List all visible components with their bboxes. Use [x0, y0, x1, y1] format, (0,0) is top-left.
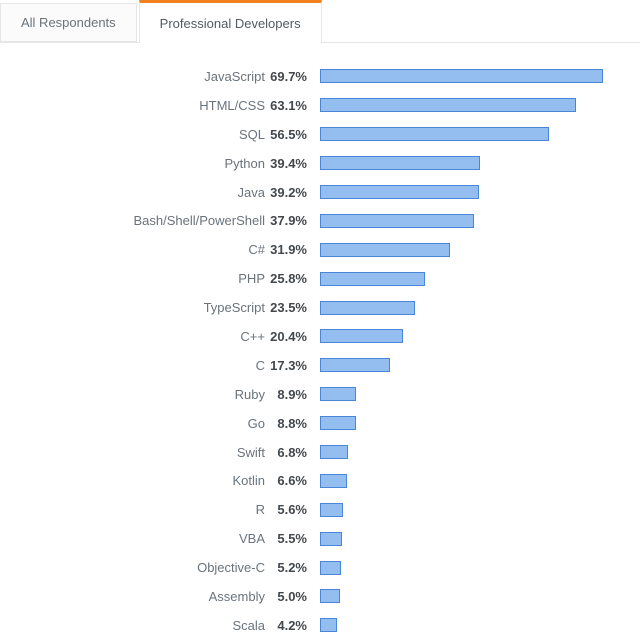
bar: [320, 69, 603, 84]
chart-row: VBA 5.5%: [0, 524, 640, 553]
value-label: 69.7%: [270, 68, 307, 84]
language-label: Ruby: [234, 386, 265, 402]
chart-row: Swift 6.8%: [0, 438, 640, 467]
bar: [320, 213, 474, 228]
value-label: 20.4%: [270, 328, 307, 344]
tab-bar: All Respondents Professional Developers: [0, 0, 640, 43]
language-label: JavaScript: [204, 68, 265, 84]
chart-row: C 17.3%: [0, 351, 640, 380]
chart-row: Objective-C 5.2%: [0, 553, 640, 582]
chart-row: Scala 4.2%: [0, 611, 640, 639]
bar: [320, 271, 425, 286]
bar: [320, 300, 416, 315]
bar: [320, 387, 357, 402]
bar: [320, 502, 343, 517]
value-label: 5.0%: [277, 588, 307, 604]
chart-row: C# 31.9%: [0, 235, 640, 264]
value-label: 56.5%: [270, 126, 307, 142]
bar: [320, 445, 348, 460]
language-label: Objective-C: [197, 560, 265, 576]
language-label: VBA: [238, 531, 265, 547]
bar: [320, 156, 480, 171]
language-label: Kotlin: [232, 473, 265, 489]
chart-row: HTML/CSS 63.1%: [0, 91, 640, 120]
language-label: R: [255, 502, 265, 518]
chart-row: Java 39.2%: [0, 178, 640, 207]
bar: [320, 560, 342, 575]
language-label: Scala: [232, 617, 265, 633]
chart-row: Assembly 5.0%: [0, 582, 640, 611]
language-label: Go: [247, 415, 265, 431]
bar-chart: JavaScript 69.7% HTML/CSS 63.1% SQL 56.5% Pyth…: [0, 43, 640, 639]
language-label: Bash/Shell/PowerShell: [133, 213, 265, 229]
language-label: C++: [240, 328, 265, 344]
language-label: C: [255, 357, 265, 373]
value-label: 8.8%: [277, 415, 307, 431]
value-label: 5.2%: [277, 560, 307, 576]
value-label: 17.3%: [270, 357, 307, 373]
value-label: 8.9%: [277, 386, 307, 402]
bar: [320, 618, 338, 633]
value-label: 39.4%: [270, 155, 307, 171]
chart-row: TypeScript 23.5%: [0, 293, 640, 322]
chart-row: SQL 56.5%: [0, 120, 640, 149]
language-label: SQL: [238, 126, 265, 142]
chart-row: Python 39.4%: [0, 149, 640, 178]
value-label: 5.6%: [277, 502, 307, 518]
language-label: Swift: [236, 444, 265, 460]
language-label: C#: [248, 242, 265, 258]
tab-professional-developers-label: Professional Developers: [159, 15, 301, 31]
language-label: Python: [224, 155, 265, 171]
value-label: 39.2%: [270, 184, 307, 200]
tab-all-respondents[interactable]: All Respondents: [0, 3, 137, 42]
chart-row: Kotlin 6.6%: [0, 466, 640, 495]
bar: [320, 329, 403, 344]
language-label: PHP: [238, 271, 265, 287]
bar: [320, 242, 450, 257]
value-label: 5.5%: [277, 531, 307, 547]
value-label: 6.8%: [277, 444, 307, 460]
bar: [320, 531, 343, 546]
bar: [320, 473, 347, 488]
chart-row: PHP 25.8%: [0, 264, 640, 293]
chart-row: Ruby 8.9%: [0, 380, 640, 409]
value-label: 37.9%: [270, 213, 307, 229]
bar: [320, 358, 391, 373]
language-label: Assembly: [208, 588, 265, 604]
chart-row: C++ 20.4%: [0, 322, 640, 351]
bar: [320, 185, 480, 199]
chart-row: R 5.6%: [0, 495, 640, 524]
chart-row: Bash/Shell/PowerShell 37.9%: [0, 206, 640, 235]
value-label: 4.2%: [277, 617, 307, 633]
chart-row: JavaScript 69.7%: [0, 62, 640, 91]
language-label: TypeScript: [203, 300, 265, 316]
chart-row: Go 8.8%: [0, 409, 640, 438]
tab-all-respondents-label: All Respondents: [21, 15, 116, 30]
value-label: 6.6%: [277, 473, 307, 489]
language-label: HTML/CSS: [199, 97, 265, 113]
bar: [320, 589, 341, 604]
language-label: Java: [237, 184, 265, 200]
bar: [320, 127, 550, 142]
value-label: 31.9%: [270, 242, 307, 258]
value-label: 63.1%: [270, 97, 307, 113]
value-label: 23.5%: [270, 300, 307, 316]
value-label: 25.8%: [270, 271, 307, 287]
tab-professional-developers[interactable]: Professional Developers: [138, 0, 322, 43]
bar: [320, 416, 356, 431]
bar: [320, 98, 577, 113]
